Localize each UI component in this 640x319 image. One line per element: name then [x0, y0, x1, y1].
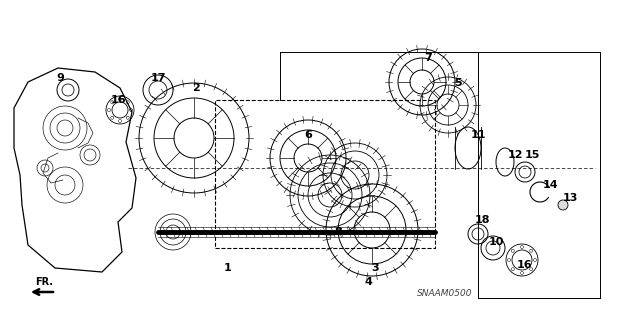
Text: 13: 13 [563, 193, 578, 203]
Text: 2: 2 [192, 83, 200, 93]
Text: 4: 4 [364, 277, 372, 287]
Text: 15: 15 [524, 150, 540, 160]
Text: SNAAM0500: SNAAM0500 [417, 288, 473, 298]
Text: 10: 10 [488, 237, 504, 247]
Text: FR.: FR. [35, 277, 53, 287]
Circle shape [558, 200, 568, 210]
Text: 17: 17 [150, 73, 166, 83]
Bar [215, 100, 435, 248]
Text: 18: 18 [474, 215, 490, 225]
Text: 7: 7 [424, 53, 432, 63]
Text: 6: 6 [304, 130, 312, 140]
Text: 16: 16 [110, 95, 126, 105]
Text: 16: 16 [517, 260, 533, 270]
Text: 8: 8 [334, 227, 342, 237]
Text: 3: 3 [371, 263, 379, 273]
Text: 14: 14 [542, 180, 558, 190]
Text: 9: 9 [56, 73, 64, 83]
Text: 12: 12 [508, 150, 523, 160]
Text: 11: 11 [470, 130, 486, 140]
Text: 5: 5 [454, 78, 462, 88]
Text: 1: 1 [224, 263, 232, 273]
